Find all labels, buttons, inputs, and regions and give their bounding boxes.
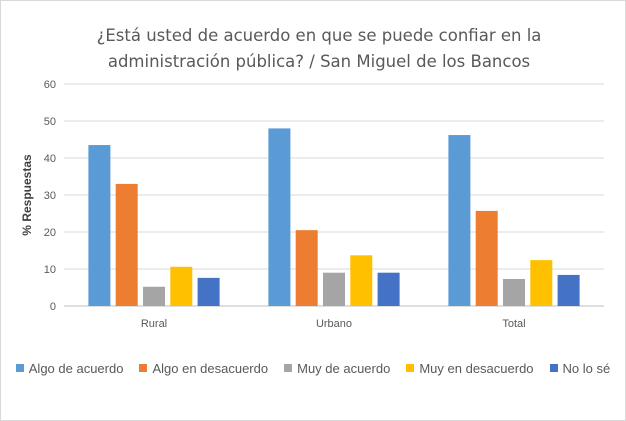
x-category-label: Total: [502, 318, 525, 330]
y-tick-label: 10: [44, 264, 56, 276]
bar: [268, 128, 291, 306]
legend: Algo de acuerdo Algo en desacuerdo Muy de …: [0, 357, 626, 379]
x-category-label: Rural: [141, 318, 167, 330]
legend-item: Muy de acuerdo: [284, 361, 390, 376]
y-tick-label: 60: [44, 79, 56, 91]
bar: [170, 266, 193, 306]
legend-label: Muy en desacuerdo: [419, 360, 534, 376]
legend-item: Muy en desacuerdo: [406, 360, 534, 376]
x-category-label: Urbano: [316, 318, 352, 330]
bar: [88, 145, 111, 306]
legend-swatch: [549, 364, 558, 372]
chart-title-line-2: administración pública? / San Miguel de …: [107, 52, 531, 71]
y-tick-label: 50: [44, 116, 56, 128]
legend-label: Algo de acuerdo: [28, 360, 124, 376]
bar: [143, 286, 165, 306]
bar: [350, 255, 373, 306]
chart-title-line-1: ¿Está usted de acuerdo en que se puede c…: [96, 26, 542, 45]
bar: [557, 274, 580, 306]
y-tick-label: 0: [50, 301, 56, 313]
bar: [475, 210, 498, 306]
legend-swatch: [406, 364, 415, 372]
bar: [530, 260, 553, 306]
chart-title: ¿Está usted de acuerdo en que se puede c…: [41, 23, 597, 75]
legend-label: No lo sé: [562, 360, 611, 376]
legend-label: Algo en desacuerdo: [152, 360, 269, 376]
bar: [448, 135, 471, 306]
bar: [295, 230, 318, 306]
bar: [197, 277, 220, 306]
legend-label: Muy de acuerdo: [297, 360, 391, 376]
y-tick-label: 20: [44, 227, 56, 239]
bar: [377, 272, 400, 306]
legend-item: Algo en desacuerdo: [139, 361, 268, 376]
bar: [115, 183, 138, 306]
legend-item: No lo sé: [549, 360, 611, 376]
legend-swatch: [15, 364, 24, 372]
bar: [503, 278, 525, 306]
bar: [323, 272, 345, 306]
y-axis-label: % Respuestas: [20, 154, 34, 236]
legend-swatch: [284, 364, 293, 372]
y-tick-label: 40: [44, 153, 56, 165]
legend-swatch: [139, 364, 148, 372]
y-tick-label: 30: [44, 190, 56, 202]
legend-item: Algo de acuerdo: [15, 360, 124, 376]
